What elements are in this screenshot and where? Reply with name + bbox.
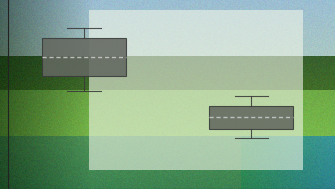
- Bar: [209, 106, 293, 129]
- Bar: [42, 38, 126, 76]
- FancyBboxPatch shape: [89, 10, 303, 170]
